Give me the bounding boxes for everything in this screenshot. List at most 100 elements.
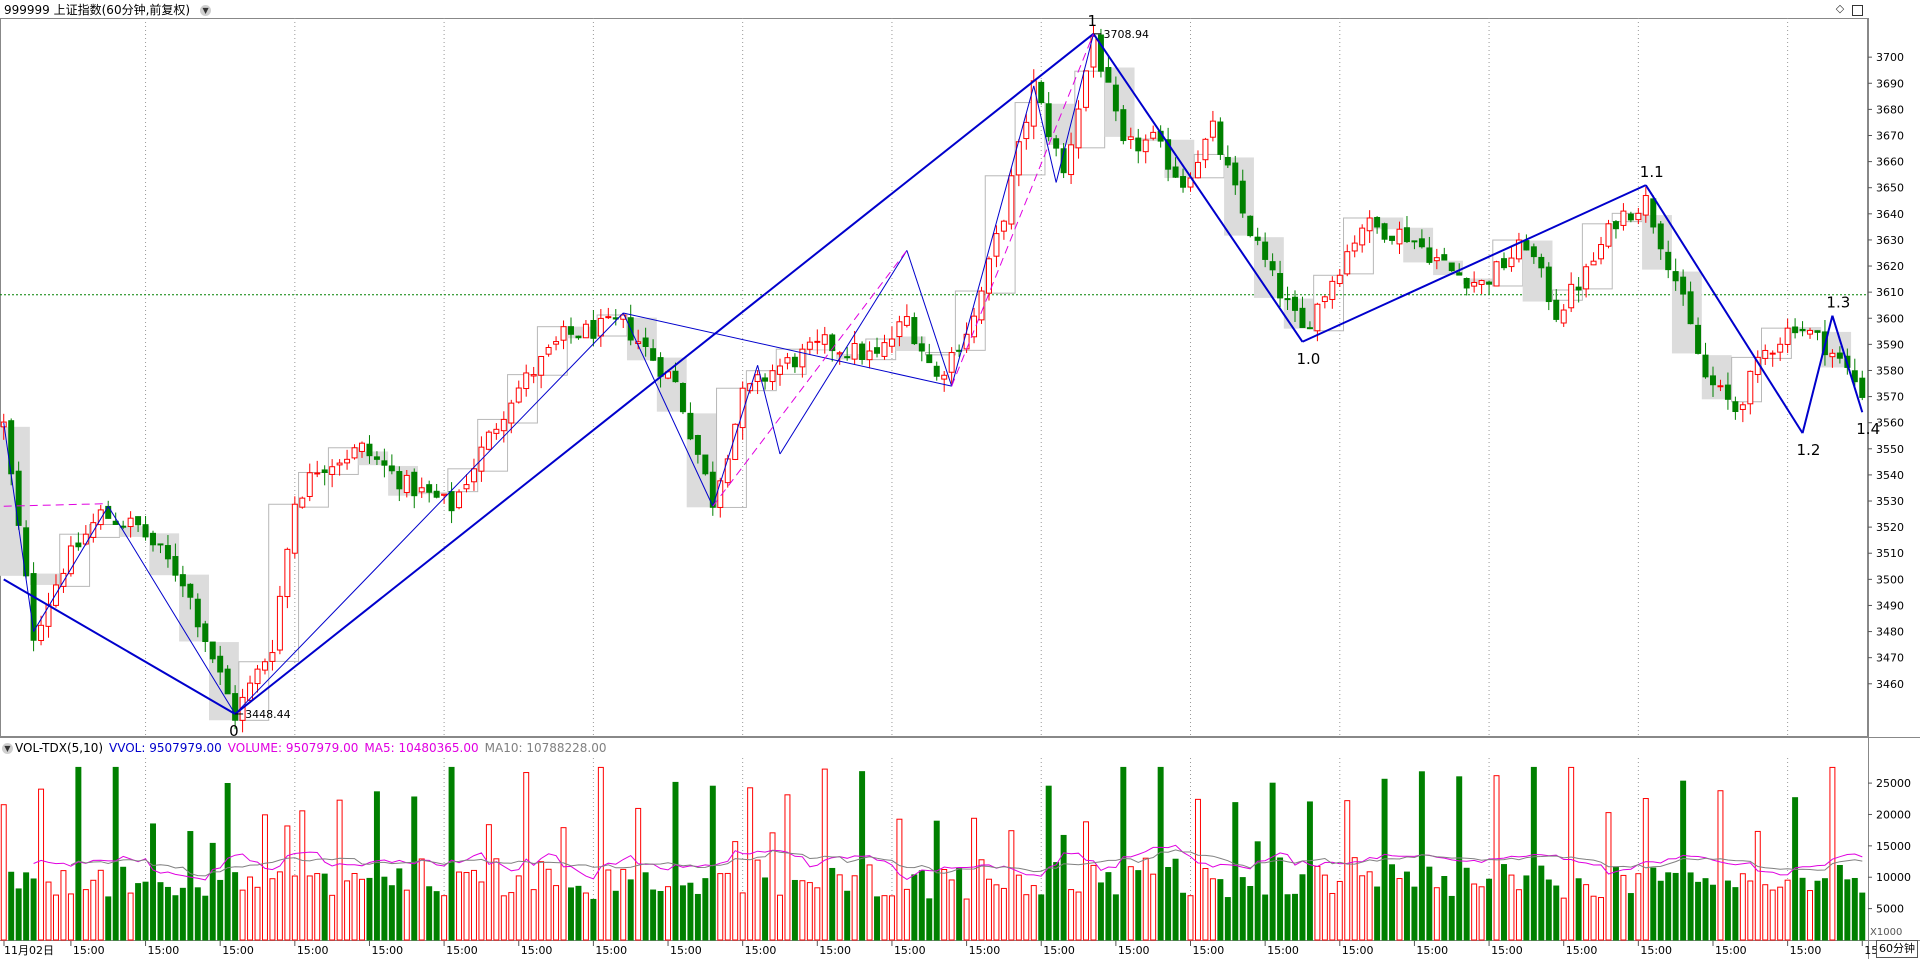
candle-body [1045, 103, 1052, 138]
volume-bar [1515, 889, 1522, 941]
candle-body [993, 233, 1000, 257]
volume-bar [1777, 886, 1784, 941]
candle-body [933, 365, 940, 377]
volume-bar [67, 893, 74, 941]
volume-bar [120, 866, 127, 941]
candle-body [911, 317, 918, 345]
period-box [775, 348, 807, 375]
volume-value: VOLUME: 9507979.00 [227, 741, 359, 755]
candle-body [67, 545, 74, 575]
volume-bar [344, 880, 351, 941]
period-box [745, 370, 777, 392]
volume-bar [1799, 877, 1806, 941]
indicator-menu-icon[interactable]: ▼ [2, 743, 13, 754]
candle-body [276, 595, 283, 651]
candle-body [881, 342, 888, 357]
candle-body [538, 356, 545, 376]
volume-bar [441, 895, 448, 941]
candle-body [411, 471, 418, 497]
volume-bar [605, 869, 612, 941]
volume-bar [456, 871, 463, 941]
volume-bar [702, 878, 709, 941]
volume-bar [1008, 830, 1015, 941]
candle-body [194, 598, 201, 628]
volume-bar [1239, 877, 1246, 941]
indicator-name[interactable]: VOL-TDX(5,10) [15, 741, 104, 755]
volume-bar [1187, 895, 1194, 941]
volume-bar [523, 772, 530, 941]
volume-bar [1448, 895, 1455, 941]
volume-bar [1463, 867, 1470, 941]
volume-bar [299, 810, 306, 941]
volume-bar [1202, 868, 1209, 941]
volume-bar [38, 788, 45, 941]
volume-bar [1583, 884, 1590, 941]
vvol-value: VVOL: 9507979.00 [109, 741, 222, 755]
volume-bar [493, 858, 500, 941]
wave-line [779, 250, 908, 455]
wave-label: 1.3 [1826, 294, 1850, 312]
price-tick-label: 3500 [1876, 573, 1904, 586]
candle-body [1814, 330, 1821, 333]
candle-body [426, 484, 433, 493]
dropdown-icon[interactable]: ▼ [200, 5, 212, 16]
time-label: 15:00 [73, 944, 105, 957]
candle-body [1381, 223, 1388, 240]
time-label: 15:00 [521, 944, 553, 957]
diamond-icon[interactable]: ◇ [1835, 2, 1845, 15]
candle-body [896, 321, 903, 338]
volume-bar [1418, 771, 1425, 941]
candle-body [1441, 254, 1448, 261]
volume-bar [1508, 874, 1515, 941]
volume-bar [1045, 785, 1052, 941]
window-icon[interactable] [1852, 5, 1863, 16]
volume-bar [82, 889, 89, 941]
price-tick-label: 3670 [1876, 129, 1904, 142]
candle-body [1612, 221, 1619, 230]
candle-body [1284, 298, 1291, 301]
price-tick-label: 3610 [1876, 286, 1904, 299]
volume-bar [500, 895, 507, 941]
period-box [507, 374, 538, 424]
volume-tick-label: 15000 [1876, 840, 1911, 853]
period-box [1134, 138, 1165, 142]
candle-body [418, 487, 425, 493]
period-box [567, 326, 598, 339]
period-selector[interactable]: 60分钟 [1876, 940, 1918, 958]
price-tick-label: 3510 [1876, 547, 1904, 560]
candle-body [1635, 212, 1642, 221]
volume-bar [1389, 864, 1396, 941]
price-tick-label: 3530 [1876, 495, 1904, 508]
candle-body [1792, 326, 1799, 334]
volume-bar [1000, 887, 1007, 941]
volume-bar [1344, 800, 1351, 941]
candle-body [777, 365, 783, 375]
candle-body [38, 624, 45, 641]
volume-bar [1859, 892, 1866, 941]
volume-bar [515, 875, 522, 941]
wave-dashed-line [951, 33, 1094, 387]
candle-body [687, 412, 694, 440]
candle-body [247, 682, 254, 701]
candle-body [582, 323, 589, 339]
candle-body [568, 326, 574, 335]
volume-bar [1426, 866, 1433, 941]
candle-body [679, 383, 686, 413]
volume-bar [232, 872, 239, 941]
volume-bar [202, 895, 209, 941]
wave-line [712, 365, 759, 507]
volume-bar [1739, 873, 1746, 941]
price-tick-label: 3700 [1876, 51, 1904, 64]
volume-bar [971, 817, 978, 941]
period-box [806, 349, 836, 351]
volume-bar [172, 895, 179, 941]
candle-body [948, 352, 955, 373]
volume-bar [306, 875, 313, 941]
volume-bar [60, 870, 67, 941]
volume-bar [754, 859, 761, 941]
volume-bar [1478, 886, 1485, 941]
volume-bar [1814, 880, 1821, 941]
volume-bar [888, 895, 895, 941]
volume-bar [1433, 887, 1440, 941]
